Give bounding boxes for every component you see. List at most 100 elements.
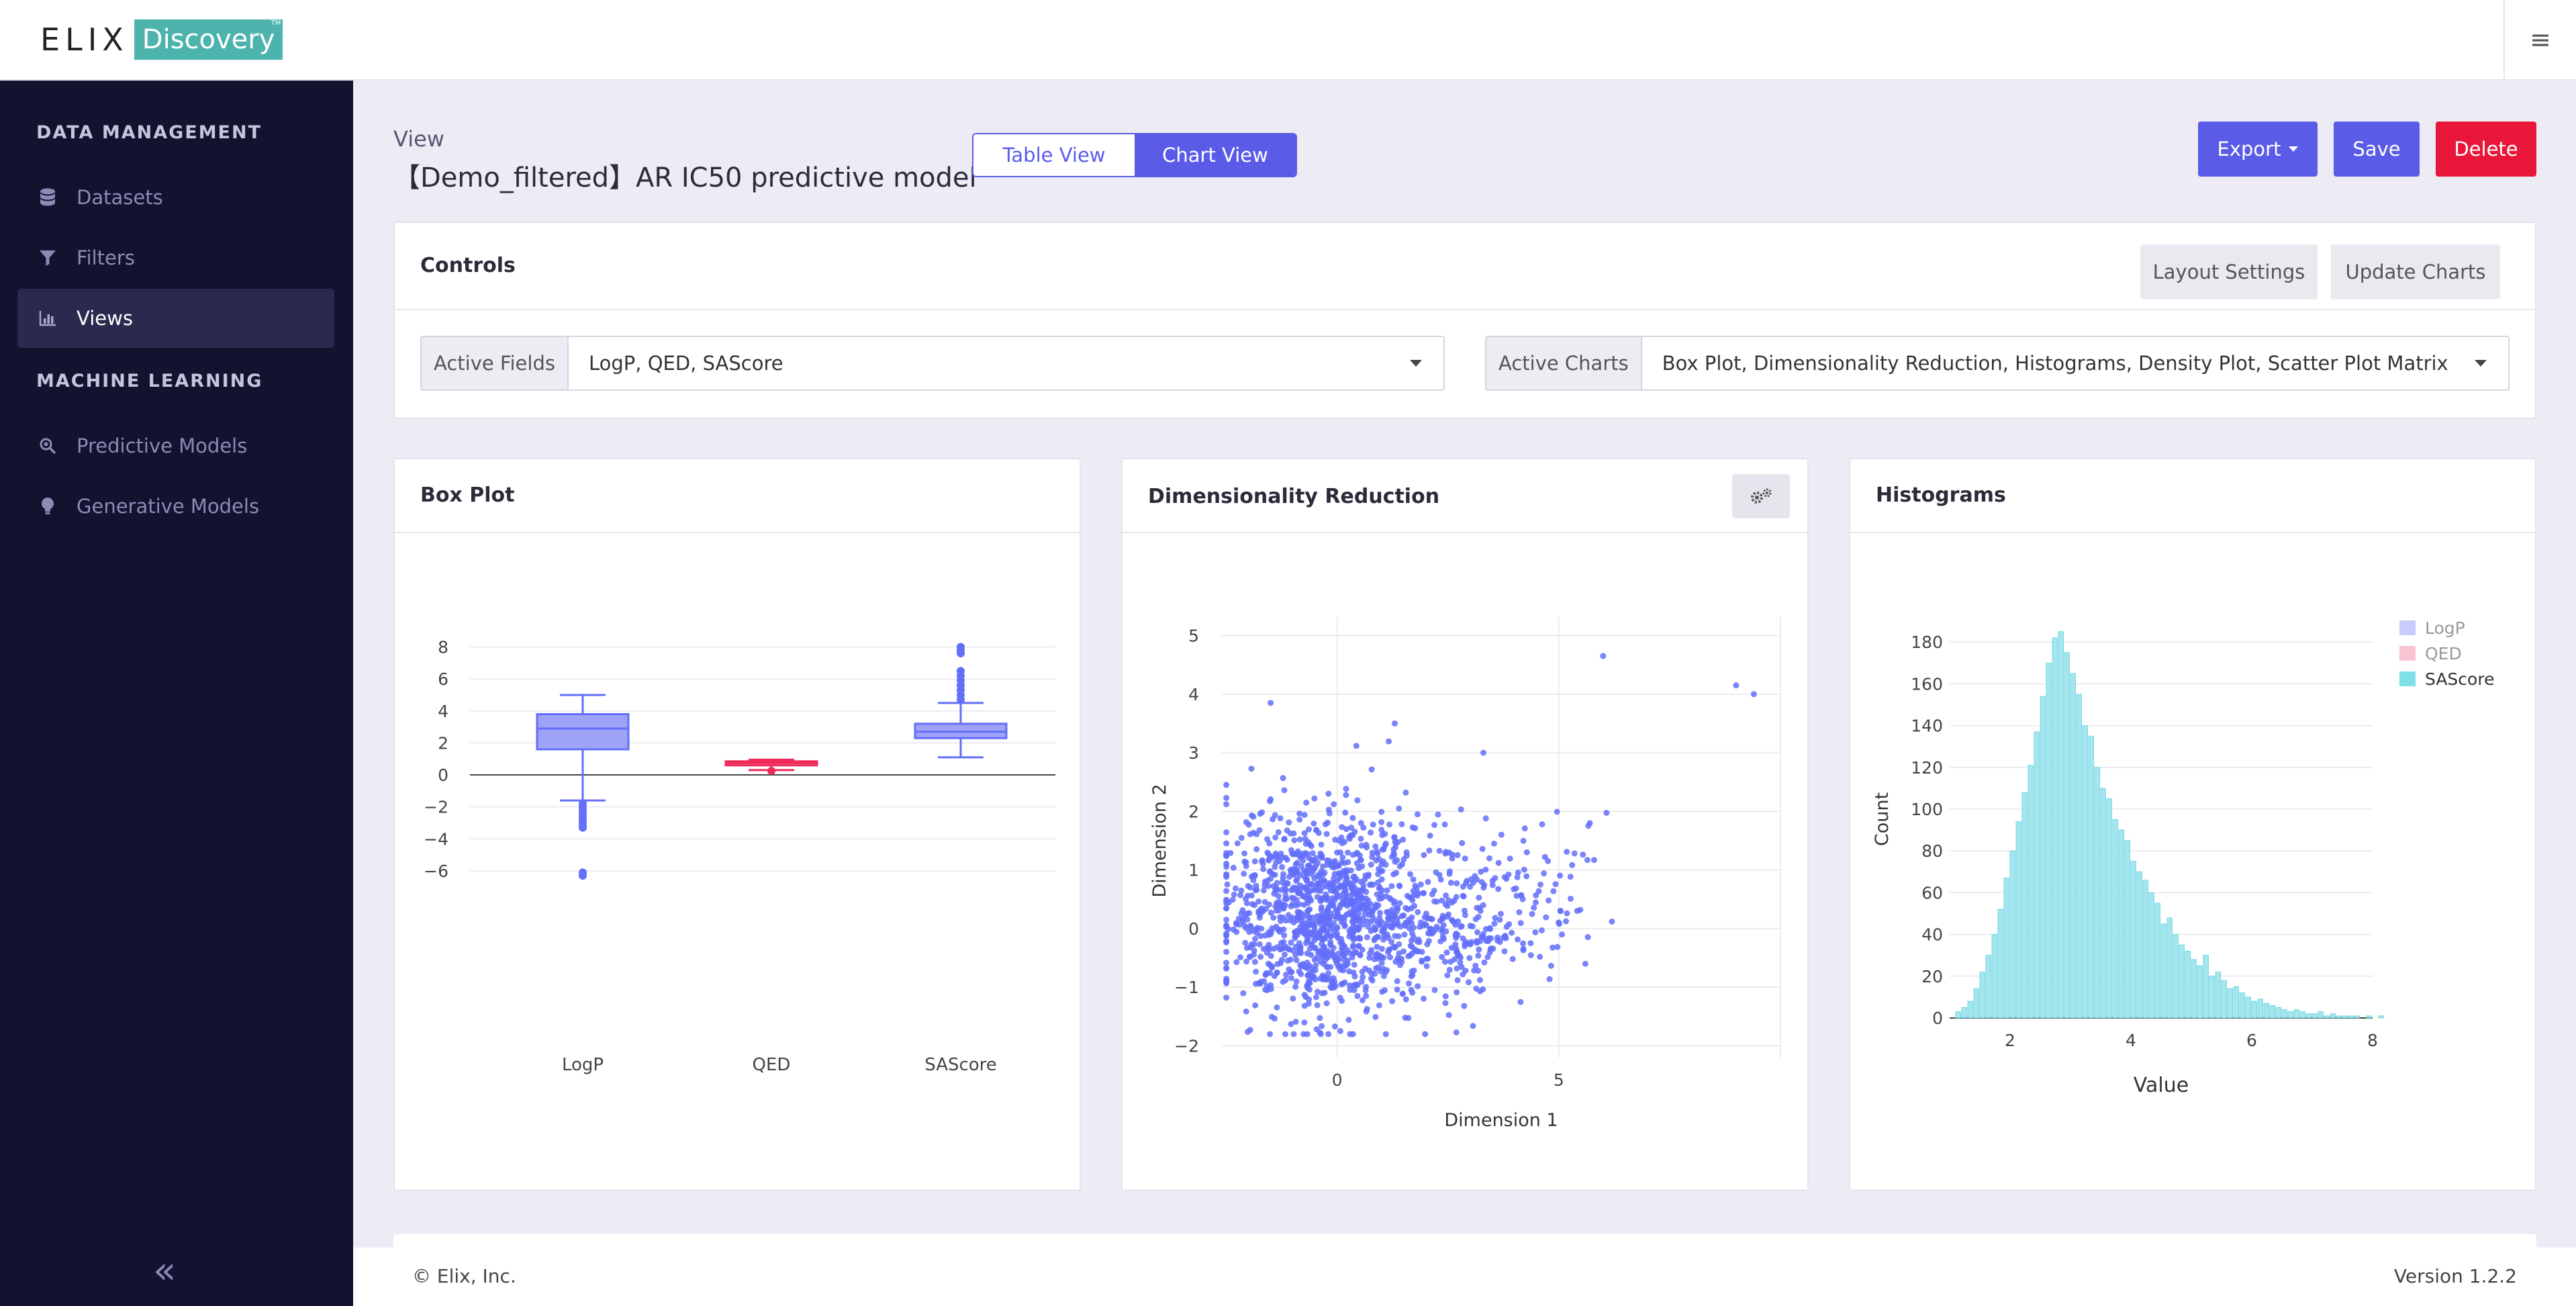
scatter-point — [1442, 958, 1449, 965]
update-charts-button[interactable]: Update Charts — [2331, 244, 2500, 299]
x-tick-label: QED — [753, 1055, 791, 1075]
sidebar-item-datasets[interactable]: Datasets — [17, 168, 334, 227]
scatter-point — [1337, 994, 1343, 1001]
histogram-chart[interactable]: 180 160 140 120 100 80 60 40 20 0 2 4 6 8 Value Count Lo… — [1850, 533, 2535, 1191]
scatter-point — [1453, 948, 1460, 955]
scatter-point — [1246, 929, 1253, 935]
scatter-point — [1298, 963, 1304, 970]
scatter-point — [1256, 915, 1263, 921]
scatter-point — [1590, 857, 1597, 864]
table-view-button[interactable]: Table View — [973, 134, 1135, 176]
scatter-point — [1291, 837, 1298, 843]
scatter-point — [1223, 960, 1230, 966]
menu-button[interactable]: ≡ — [2503, 0, 2576, 79]
scatter-point — [1295, 887, 1302, 894]
scatter-point — [1257, 933, 1264, 939]
scatter-point — [1290, 1031, 1297, 1037]
x-axis-label: Dimension 1 — [1444, 1110, 1558, 1131]
scatter-point — [1552, 881, 1559, 888]
active-charts-select[interactable]: Active Charts Box Plot, Dimensionality R… — [1485, 336, 2510, 391]
delete-button[interactable]: Delete — [2436, 122, 2536, 177]
scatter-point — [1357, 835, 1364, 842]
scatter-chart[interactable]: 5 4 3 2 1 0 −1 −2 0 5 Dimension 1 Dimension 2 — [1123, 533, 1807, 1191]
export-label: Export — [2217, 138, 2281, 160]
scatter-point — [1477, 938, 1484, 945]
active-charts-value-box[interactable]: Box Plot, Dimensionality Reduction, Hist… — [1641, 337, 2508, 389]
scatter-point — [1475, 968, 1482, 974]
scatter-point — [1388, 883, 1395, 890]
active-fields-value-box[interactable]: LogP, QED, SAScore — [568, 337, 1443, 389]
scatter-point — [1223, 849, 1230, 856]
chart-settings-button[interactable] — [1732, 474, 1790, 518]
dimensionality-reduction-card: Dimensionality Reduction 5 4 3 2 1 0 −1 −2 0 5 Dim… — [1121, 458, 1809, 1191]
caret-down-icon — [2289, 146, 2299, 152]
sidebar: DATA MANAGEMENT Datasets Filters Views M… — [0, 81, 353, 1306]
layout-settings-button[interactable]: Layout Settings — [2140, 244, 2318, 299]
box-plot-chart[interactable]: 8 6 4 2 0 −2 −4 −6 LogP QED SAScore — [395, 533, 1080, 1191]
scatter-point — [1368, 975, 1374, 982]
elix-logo[interactable]: ELIX Discovery TM — [40, 19, 283, 60]
scatter-point — [1478, 868, 1484, 875]
dimensionality-reduction-title: Dimensionality Reduction — [1148, 485, 1440, 508]
scatter-point — [1358, 978, 1365, 985]
sidebar-item-views[interactable]: Views — [17, 289, 334, 348]
scatter-point — [1308, 897, 1315, 904]
y-axis-label: Dimension 2 — [1149, 784, 1170, 897]
scatter-point — [1223, 994, 1230, 1001]
scatter-point — [1394, 978, 1400, 984]
scatter-point — [1501, 948, 1508, 955]
box-outlier — [579, 823, 587, 832]
scatter-point — [1368, 861, 1374, 868]
export-button[interactable]: Export — [2198, 122, 2318, 177]
collapse-sidebar-button[interactable]: « — [153, 1249, 176, 1293]
histogram-bar — [2009, 850, 2015, 1019]
sidebar-item-generative-models[interactable]: Generative Models — [17, 477, 334, 536]
scatter-point — [1462, 941, 1468, 947]
scatter-point — [1377, 909, 1384, 916]
sidebar-item-predictive-models[interactable]: Predictive Models — [17, 416, 334, 475]
save-button[interactable]: Save — [2334, 122, 2420, 177]
scatter-point — [1351, 949, 1358, 956]
scatter-point — [1239, 907, 1246, 914]
histogram-bar — [2263, 1002, 2269, 1019]
scatter-point — [1310, 820, 1317, 827]
scatter-point — [1328, 880, 1335, 887]
histogram-bar — [2088, 735, 2094, 1019]
box-outlier — [767, 767, 775, 776]
active-fields-select[interactable]: Active Fields LogP, QED, SAScore — [420, 336, 1445, 391]
scatter-point — [1586, 820, 1593, 827]
scatter-point — [1409, 914, 1415, 921]
scatter-point — [1343, 786, 1349, 792]
scatter-point — [1464, 878, 1470, 884]
scatter-point — [1345, 949, 1352, 956]
scatter-point — [1533, 892, 1539, 898]
scatter-point — [1335, 935, 1341, 941]
chart-view-button[interactable]: Chart View — [1135, 134, 1296, 176]
scatter-point — [1372, 904, 1379, 911]
scatter-point — [1263, 905, 1270, 912]
scatter-point — [1382, 923, 1388, 930]
scatter-point — [1543, 914, 1549, 921]
scatter-point — [1282, 896, 1288, 902]
bar-chart-icon — [36, 307, 59, 330]
scatter-point — [1269, 964, 1276, 970]
histogram-bar — [2287, 1011, 2293, 1019]
histogram-bar — [2106, 798, 2112, 1019]
sidebar-item-filters[interactable]: Filters — [17, 228, 334, 287]
scatter-point — [1476, 946, 1482, 953]
y-tick-label: 4 — [438, 702, 448, 721]
scatter-point — [1268, 796, 1274, 802]
y-tick-label: −2 — [1174, 1037, 1199, 1056]
scatter-point — [1523, 873, 1530, 880]
scatter-point — [1486, 855, 1493, 861]
double-chevron-left-icon: « — [153, 1249, 177, 1293]
y-tick-label: 120 — [1911, 758, 1943, 778]
scatter-point — [1480, 884, 1487, 891]
scatter-point — [1337, 849, 1344, 856]
scatter-point — [1368, 881, 1374, 888]
histogram-bar — [2197, 965, 2203, 1019]
scatter-point — [1322, 917, 1329, 923]
scatter-point — [1341, 923, 1348, 929]
scatter-point — [1379, 868, 1386, 874]
scatter-point — [1330, 920, 1337, 927]
